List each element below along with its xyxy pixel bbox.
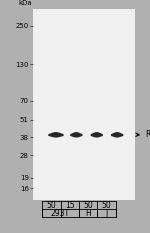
Text: H: H	[85, 209, 91, 217]
Text: 50: 50	[83, 201, 93, 209]
Text: 15: 15	[65, 201, 75, 209]
Text: RPL6: RPL6	[145, 130, 150, 139]
Text: 50: 50	[102, 201, 111, 209]
Text: kDa: kDa	[19, 0, 33, 7]
Text: 293T: 293T	[51, 209, 70, 217]
Text: J: J	[105, 209, 108, 217]
Text: 50: 50	[47, 201, 56, 209]
